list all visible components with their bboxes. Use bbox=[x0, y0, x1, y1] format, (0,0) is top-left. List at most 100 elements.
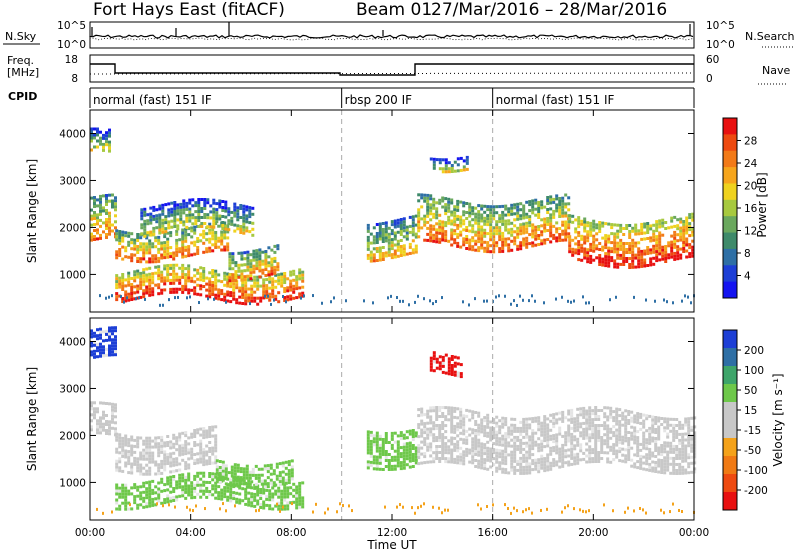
heatmap-cell bbox=[622, 251, 626, 254]
heatmap-cell bbox=[108, 134, 111, 138]
heatmap-cell bbox=[235, 479, 239, 483]
heatmap-cell bbox=[190, 450, 194, 454]
heatmap-cell bbox=[99, 351, 102, 355]
heatmap-cell bbox=[127, 462, 131, 466]
heatmap-cell bbox=[624, 421, 628, 425]
heatmap-cell bbox=[682, 238, 686, 241]
heatmap-cell bbox=[492, 205, 496, 209]
heatmap-cell bbox=[136, 466, 140, 470]
heatmap-cell bbox=[173, 219, 177, 222]
heatmap-cell bbox=[634, 253, 638, 257]
heatmap-cell bbox=[236, 209, 240, 213]
heatmap-cell bbox=[615, 434, 619, 438]
heatmap-cell bbox=[208, 292, 212, 296]
heatmap-cell bbox=[429, 430, 433, 434]
heatmap-cell bbox=[432, 227, 436, 231]
heatmap-cell bbox=[214, 237, 218, 240]
heatmap-cell bbox=[233, 208, 237, 212]
heatmap-cell bbox=[381, 237, 385, 240]
heatmap-cell bbox=[175, 272, 179, 276]
heatmap-cell bbox=[176, 209, 180, 213]
heatmap-cell bbox=[208, 456, 212, 459]
heatmap-cell bbox=[105, 143, 108, 147]
heatmap-cell bbox=[456, 202, 460, 206]
heatmap-cell bbox=[649, 239, 653, 243]
heatmap-cell bbox=[585, 448, 589, 452]
heatmap-cell bbox=[642, 440, 646, 444]
heatmap-cell bbox=[217, 236, 221, 240]
heatmap-cell bbox=[489, 459, 493, 463]
heatmap-cell bbox=[241, 284, 245, 287]
heatmap-cell bbox=[140, 214, 144, 218]
heatmap-cell bbox=[531, 435, 535, 439]
heatmap-cell bbox=[585, 442, 589, 446]
heatmap-cell bbox=[558, 453, 562, 457]
heatmap-cell bbox=[384, 239, 388, 243]
heatmap-cell bbox=[105, 194, 108, 197]
heatmap-cell bbox=[148, 469, 152, 473]
heatmap-cell bbox=[598, 224, 602, 227]
heatmap-cell bbox=[610, 226, 614, 230]
heatmap-cell bbox=[184, 248, 188, 252]
heatmap-cell bbox=[603, 433, 607, 437]
heatmap-cell bbox=[438, 445, 442, 448]
heatmap-cell bbox=[513, 224, 517, 228]
heatmap-cell bbox=[459, 458, 463, 462]
heatmap-cell bbox=[673, 224, 677, 228]
heatmap-cell bbox=[637, 232, 641, 236]
heatmap-cell bbox=[453, 436, 457, 440]
heatmap-cell bbox=[169, 281, 173, 285]
heatmap-cell bbox=[217, 224, 221, 228]
heatmap-cell bbox=[492, 232, 496, 236]
heatmap-cell bbox=[537, 467, 541, 471]
heatmap-cell bbox=[465, 450, 469, 454]
heatmap-cell bbox=[598, 248, 602, 251]
heatmap-cell bbox=[146, 231, 150, 235]
heatmap-cell bbox=[682, 235, 686, 238]
heatmap-cell bbox=[275, 477, 279, 481]
heatmap-cell bbox=[522, 240, 526, 244]
heatmap-cell bbox=[648, 456, 652, 460]
heatmap-cell bbox=[276, 265, 280, 269]
heatmap-cell bbox=[246, 253, 250, 257]
heatmap-cell bbox=[501, 246, 505, 250]
heatmap-cell bbox=[224, 203, 228, 207]
heatmap-cell bbox=[480, 466, 484, 470]
heatmap-cell bbox=[471, 461, 475, 465]
heatmap-cell bbox=[444, 239, 448, 243]
heatmap-cell bbox=[651, 436, 655, 440]
heatmap-cell bbox=[178, 278, 182, 282]
heatmap-cell bbox=[658, 231, 662, 235]
heatmap-cell bbox=[624, 409, 628, 413]
heatmap-cell bbox=[245, 226, 249, 230]
heatmap-cell bbox=[114, 409, 117, 413]
heatmap-cell bbox=[184, 254, 188, 258]
heatmap-cell bbox=[163, 256, 167, 260]
heatmap-cell bbox=[465, 202, 469, 205]
heatmap-cell bbox=[504, 207, 508, 211]
heatmap-cell bbox=[483, 446, 487, 450]
heatmap-cell bbox=[170, 225, 174, 229]
heatmap-cell bbox=[591, 409, 595, 413]
heatmap-cell bbox=[691, 212, 695, 216]
heatmap-cell bbox=[228, 255, 232, 259]
heatmap-cell bbox=[151, 503, 155, 507]
heatmap-cell bbox=[228, 267, 232, 271]
heatmap-cell bbox=[254, 485, 258, 489]
heatmap-cell bbox=[501, 425, 505, 429]
heatmap-cell bbox=[234, 273, 238, 277]
cpid-segment-label: rbsp 200 IF bbox=[345, 93, 412, 107]
heatmap-cell bbox=[630, 437, 634, 441]
heatmap-cell bbox=[121, 282, 125, 285]
heatmap-cell bbox=[531, 226, 535, 230]
heatmap-cell bbox=[567, 454, 571, 458]
heatmap-cell bbox=[513, 236, 517, 240]
heatmap-cell bbox=[211, 269, 215, 272]
heatmap-cell bbox=[121, 300, 125, 303]
heatmap-cell bbox=[215, 217, 219, 221]
heatmap-cell bbox=[286, 295, 290, 299]
ground-scatter-cell bbox=[690, 301, 692, 305]
heatmap-cell bbox=[244, 302, 248, 306]
heatmap-cell bbox=[636, 415, 640, 419]
heatmap-cell bbox=[390, 247, 394, 251]
